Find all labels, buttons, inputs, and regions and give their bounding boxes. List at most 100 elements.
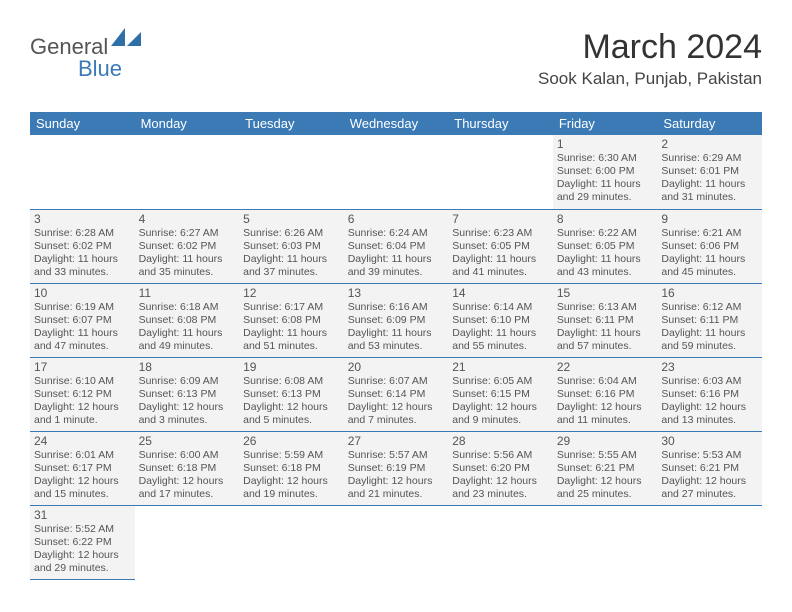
sunset-text: Sunset: 6:11 PM: [661, 314, 758, 327]
day-number: 21: [452, 360, 549, 374]
calendar-week-row: 3Sunrise: 6:28 AMSunset: 6:02 PMDaylight…: [30, 209, 762, 283]
calendar-cell: 16Sunrise: 6:12 AMSunset: 6:11 PMDayligh…: [657, 283, 762, 357]
day-info: Sunrise: 6:26 AMSunset: 6:03 PMDaylight:…: [243, 227, 340, 280]
daylight-text: Daylight: 12 hours and 17 minutes.: [139, 475, 236, 501]
weekday-header: Friday: [553, 112, 658, 135]
weekday-header: Saturday: [657, 112, 762, 135]
day-info: Sunrise: 6:30 AMSunset: 6:00 PMDaylight:…: [557, 152, 654, 205]
daylight-text: Daylight: 11 hours and 29 minutes.: [557, 178, 654, 204]
sunset-text: Sunset: 6:05 PM: [557, 240, 654, 253]
daylight-text: Daylight: 12 hours and 23 minutes.: [452, 475, 549, 501]
sunrise-text: Sunrise: 6:04 AM: [557, 375, 654, 388]
day-number: 19: [243, 360, 340, 374]
daylight-text: Daylight: 11 hours and 35 minutes.: [139, 253, 236, 279]
day-info: Sunrise: 5:55 AMSunset: 6:21 PMDaylight:…: [557, 449, 654, 502]
sunrise-text: Sunrise: 6:17 AM: [243, 301, 340, 314]
calendar-body: 1Sunrise: 6:30 AMSunset: 6:00 PMDaylight…: [30, 135, 762, 579]
day-number: 31: [34, 508, 131, 522]
calendar-week-row: 10Sunrise: 6:19 AMSunset: 6:07 PMDayligh…: [30, 283, 762, 357]
sunrise-text: Sunrise: 6:18 AM: [139, 301, 236, 314]
title-block: March 2024 Sook Kalan, Punjab, Pakistan: [538, 28, 762, 89]
sunset-text: Sunset: 6:12 PM: [34, 388, 131, 401]
calendar-cell: 25Sunrise: 6:00 AMSunset: 6:18 PMDayligh…: [135, 431, 240, 505]
daylight-text: Daylight: 12 hours and 29 minutes.: [34, 549, 131, 575]
day-info: Sunrise: 6:19 AMSunset: 6:07 PMDaylight:…: [34, 301, 131, 354]
calendar-cell: 8Sunrise: 6:22 AMSunset: 6:05 PMDaylight…: [553, 209, 658, 283]
day-info: Sunrise: 5:57 AMSunset: 6:19 PMDaylight:…: [348, 449, 445, 502]
day-number: 25: [139, 434, 236, 448]
day-number: 14: [452, 286, 549, 300]
calendar-cell: [448, 135, 553, 209]
calendar-cell: 23Sunrise: 6:03 AMSunset: 6:16 PMDayligh…: [657, 357, 762, 431]
sunrise-text: Sunrise: 5:57 AM: [348, 449, 445, 462]
calendar-cell: 4Sunrise: 6:27 AMSunset: 6:02 PMDaylight…: [135, 209, 240, 283]
calendar-cell: 31Sunrise: 5:52 AMSunset: 6:22 PMDayligh…: [30, 505, 135, 579]
sunrise-text: Sunrise: 6:24 AM: [348, 227, 445, 240]
day-info: Sunrise: 5:56 AMSunset: 6:20 PMDaylight:…: [452, 449, 549, 502]
day-info: Sunrise: 6:24 AMSunset: 6:04 PMDaylight:…: [348, 227, 445, 280]
day-info: Sunrise: 6:03 AMSunset: 6:16 PMDaylight:…: [661, 375, 758, 428]
sunrise-text: Sunrise: 6:30 AM: [557, 152, 654, 165]
sunrise-text: Sunrise: 6:09 AM: [139, 375, 236, 388]
daylight-text: Daylight: 11 hours and 59 minutes.: [661, 327, 758, 353]
sunset-text: Sunset: 6:03 PM: [243, 240, 340, 253]
daylight-text: Daylight: 12 hours and 11 minutes.: [557, 401, 654, 427]
sunrise-text: Sunrise: 5:56 AM: [452, 449, 549, 462]
sunset-text: Sunset: 6:22 PM: [34, 536, 131, 549]
calendar-cell: 28Sunrise: 5:56 AMSunset: 6:20 PMDayligh…: [448, 431, 553, 505]
daylight-text: Daylight: 11 hours and 49 minutes.: [139, 327, 236, 353]
calendar-cell: 29Sunrise: 5:55 AMSunset: 6:21 PMDayligh…: [553, 431, 658, 505]
calendar-cell: 7Sunrise: 6:23 AMSunset: 6:05 PMDaylight…: [448, 209, 553, 283]
daylight-text: Daylight: 11 hours and 43 minutes.: [557, 253, 654, 279]
day-number: 20: [348, 360, 445, 374]
calendar-cell: [448, 505, 553, 579]
sunset-text: Sunset: 6:15 PM: [452, 388, 549, 401]
day-number: 4: [139, 212, 236, 226]
weekday-header: Wednesday: [344, 112, 449, 135]
calendar-week-row: 31Sunrise: 5:52 AMSunset: 6:22 PMDayligh…: [30, 505, 762, 579]
daylight-text: Daylight: 11 hours and 31 minutes.: [661, 178, 758, 204]
sunset-text: Sunset: 6:10 PM: [452, 314, 549, 327]
calendar-cell: 26Sunrise: 5:59 AMSunset: 6:18 PMDayligh…: [239, 431, 344, 505]
day-info: Sunrise: 6:14 AMSunset: 6:10 PMDaylight:…: [452, 301, 549, 354]
sunset-text: Sunset: 6:16 PM: [557, 388, 654, 401]
calendar-cell: 17Sunrise: 6:10 AMSunset: 6:12 PMDayligh…: [30, 357, 135, 431]
sunrise-text: Sunrise: 6:23 AM: [452, 227, 549, 240]
daylight-text: Daylight: 12 hours and 1 minute.: [34, 401, 131, 427]
sunrise-text: Sunrise: 6:28 AM: [34, 227, 131, 240]
day-info: Sunrise: 6:13 AMSunset: 6:11 PMDaylight:…: [557, 301, 654, 354]
sunrise-text: Sunrise: 6:13 AM: [557, 301, 654, 314]
sunrise-text: Sunrise: 6:01 AM: [34, 449, 131, 462]
calendar-cell: 9Sunrise: 6:21 AMSunset: 6:06 PMDaylight…: [657, 209, 762, 283]
day-info: Sunrise: 5:53 AMSunset: 6:21 PMDaylight:…: [661, 449, 758, 502]
logo-sail-icon: [111, 28, 141, 46]
daylight-text: Daylight: 12 hours and 7 minutes.: [348, 401, 445, 427]
day-number: 16: [661, 286, 758, 300]
day-number: 23: [661, 360, 758, 374]
sunset-text: Sunset: 6:09 PM: [348, 314, 445, 327]
calendar-week-row: 17Sunrise: 6:10 AMSunset: 6:12 PMDayligh…: [30, 357, 762, 431]
daylight-text: Daylight: 12 hours and 21 minutes.: [348, 475, 445, 501]
calendar-cell: 19Sunrise: 6:08 AMSunset: 6:13 PMDayligh…: [239, 357, 344, 431]
day-number: 30: [661, 434, 758, 448]
sunrise-text: Sunrise: 6:29 AM: [661, 152, 758, 165]
day-info: Sunrise: 5:52 AMSunset: 6:22 PMDaylight:…: [34, 523, 131, 576]
sunset-text: Sunset: 6:16 PM: [661, 388, 758, 401]
day-number: 8: [557, 212, 654, 226]
sunset-text: Sunset: 6:17 PM: [34, 462, 131, 475]
day-number: 24: [34, 434, 131, 448]
day-number: 26: [243, 434, 340, 448]
day-number: 11: [139, 286, 236, 300]
daylight-text: Daylight: 11 hours and 53 minutes.: [348, 327, 445, 353]
daylight-text: Daylight: 11 hours and 47 minutes.: [34, 327, 131, 353]
daylight-text: Daylight: 11 hours and 45 minutes.: [661, 253, 758, 279]
day-info: Sunrise: 6:17 AMSunset: 6:08 PMDaylight:…: [243, 301, 340, 354]
sunset-text: Sunset: 6:06 PM: [661, 240, 758, 253]
day-number: 7: [452, 212, 549, 226]
sunrise-text: Sunrise: 6:08 AM: [243, 375, 340, 388]
day-number: 29: [557, 434, 654, 448]
calendar-cell: 20Sunrise: 6:07 AMSunset: 6:14 PMDayligh…: [344, 357, 449, 431]
day-info: Sunrise: 6:22 AMSunset: 6:05 PMDaylight:…: [557, 227, 654, 280]
sunrise-text: Sunrise: 6:21 AM: [661, 227, 758, 240]
calendar-cell: [344, 135, 449, 209]
